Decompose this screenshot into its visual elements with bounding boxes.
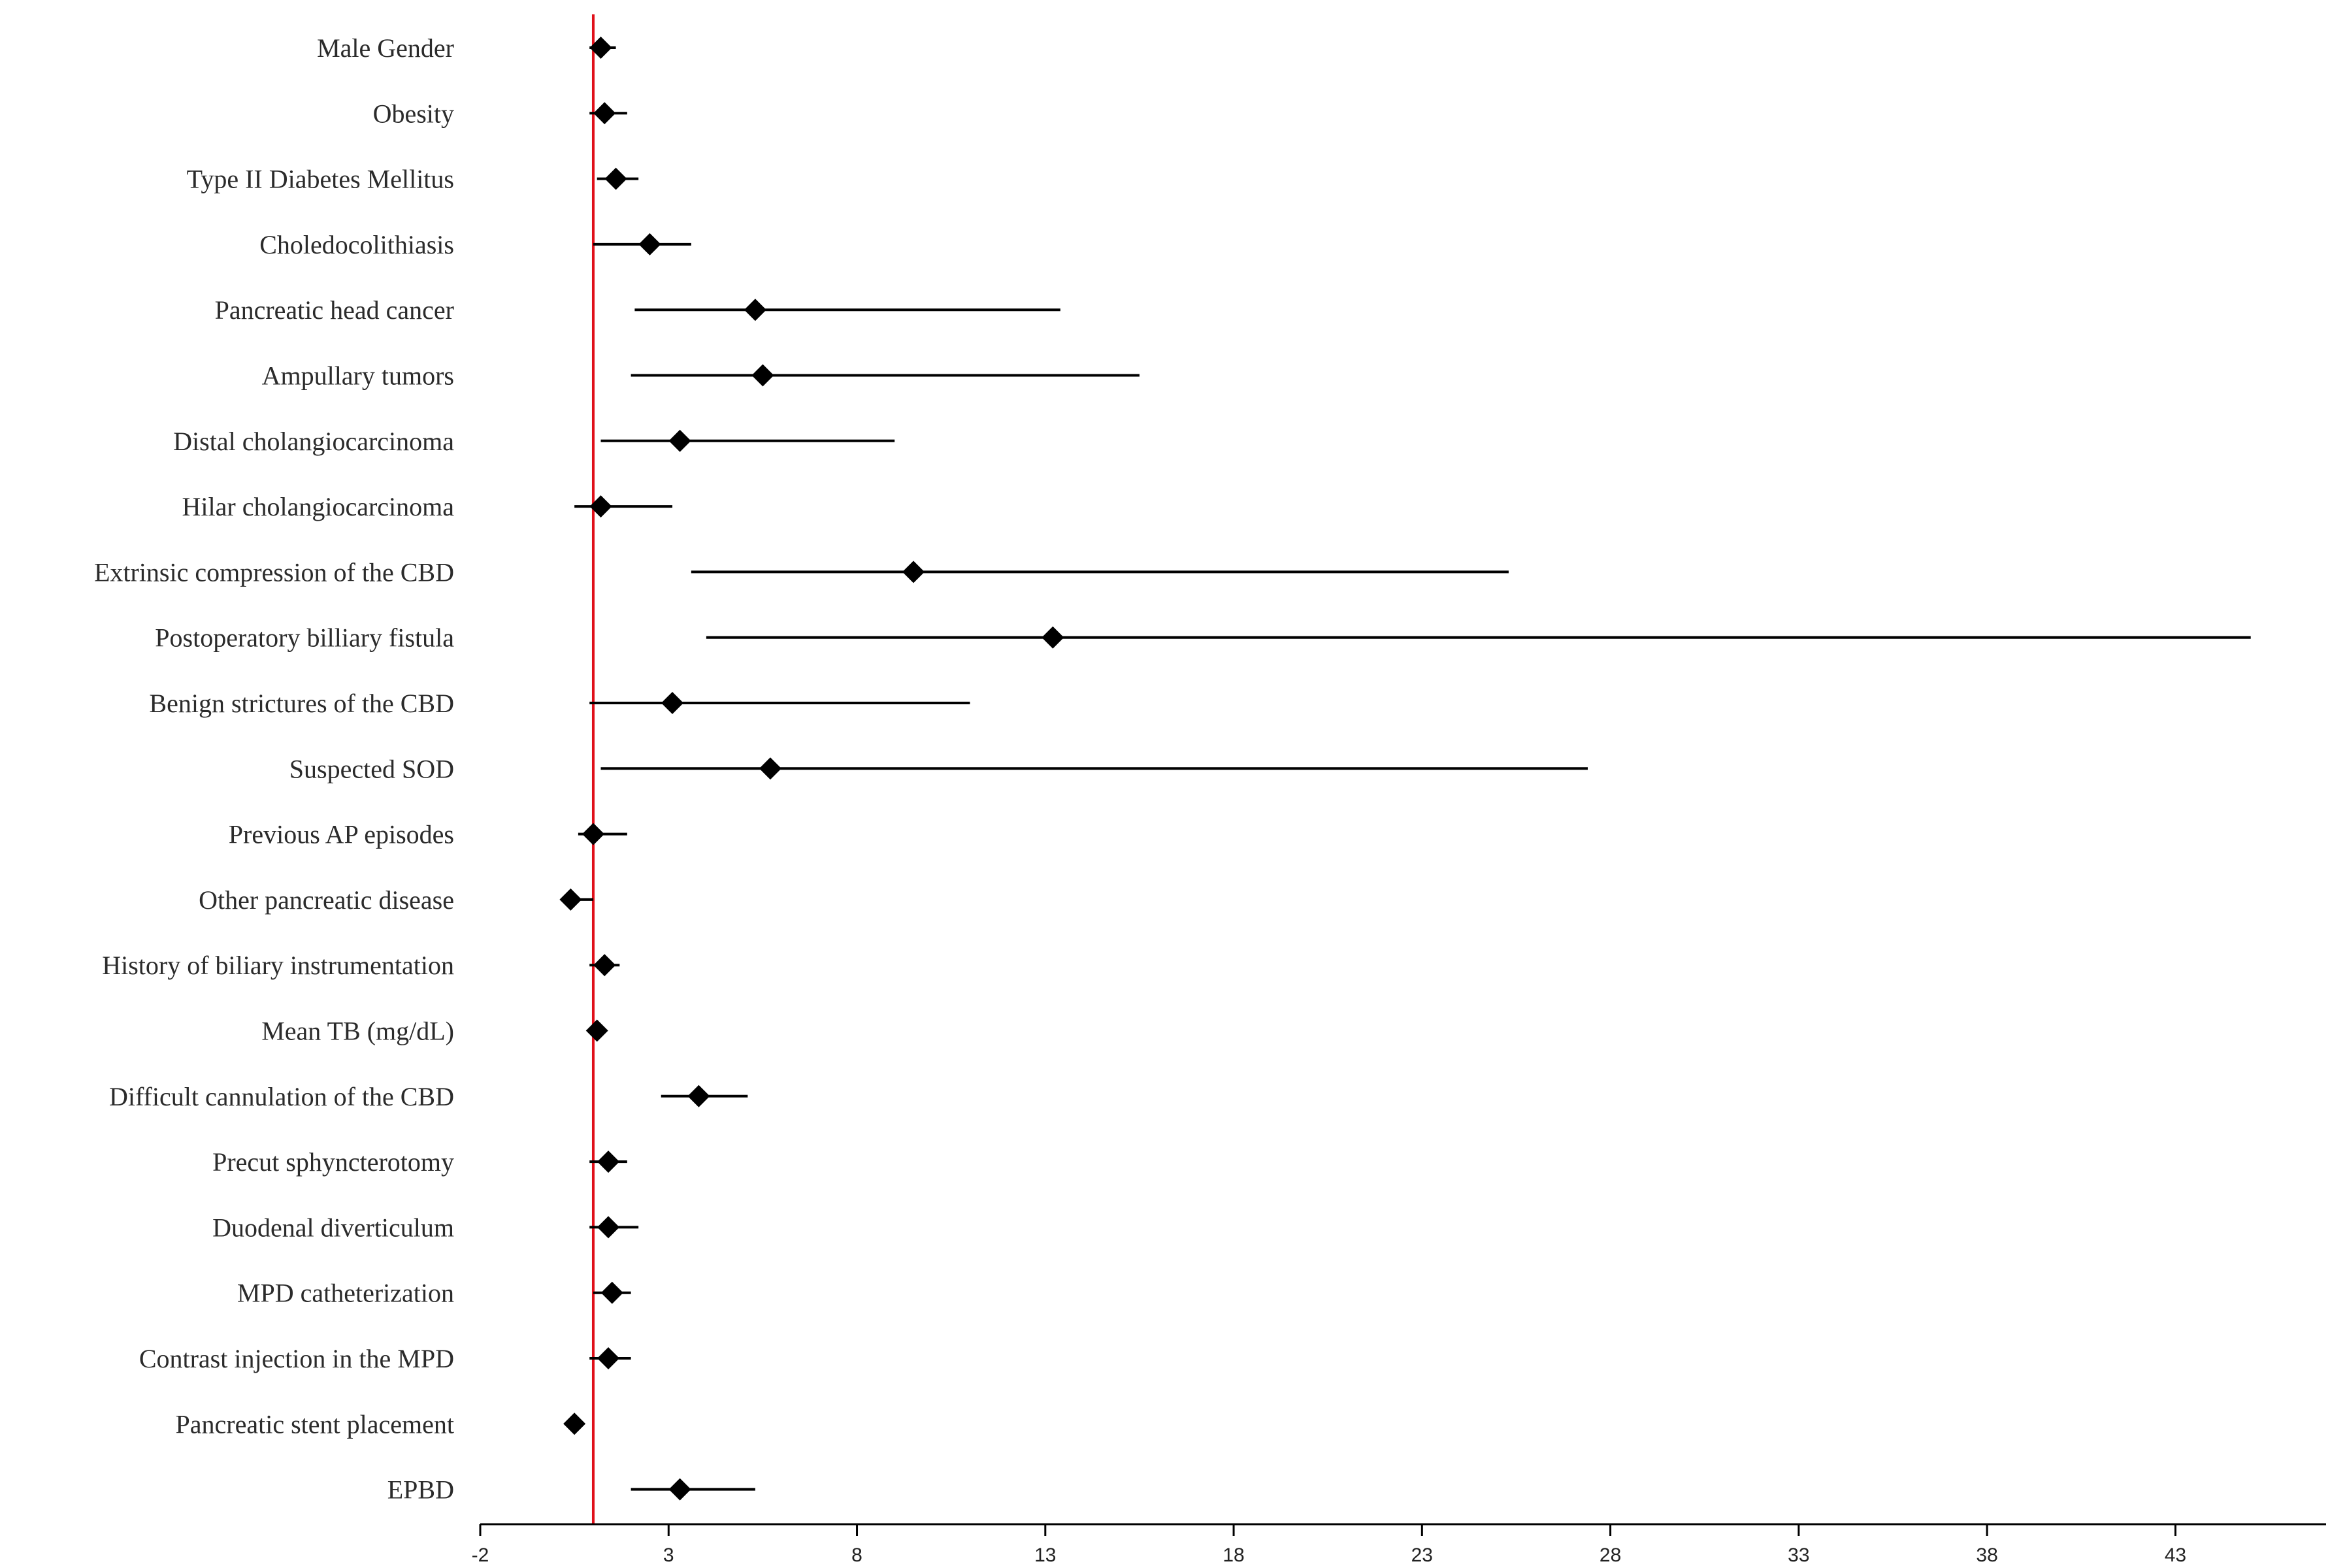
forest-row: Difficult cannulation of the CBD xyxy=(109,1082,748,1111)
row-label: Duodenal diverticulum xyxy=(212,1213,454,1242)
forest-row: Pancreatic stent placement xyxy=(176,1409,586,1439)
forest-row: Mean TB (mg/dL) xyxy=(261,1017,608,1046)
forest-row: Precut sphyncterotomy xyxy=(212,1147,627,1177)
estimate-diamond xyxy=(582,823,604,845)
x-tick-label: 8 xyxy=(851,1544,862,1566)
estimate-diamond xyxy=(559,888,582,911)
x-tick-label: 13 xyxy=(1034,1544,1056,1566)
estimate-diamond xyxy=(589,495,612,518)
row-label: Ampullary tumors xyxy=(262,361,454,391)
x-tick-label: -2 xyxy=(472,1544,489,1566)
x-tick-label: 38 xyxy=(1976,1544,1997,1566)
row-label: Precut sphyncterotomy xyxy=(212,1147,454,1177)
forest-row: Distal cholangiocarcinoma xyxy=(173,427,895,456)
forest-row: Benign strictures of the CBD xyxy=(149,689,970,718)
forest-row: EPBD xyxy=(387,1475,755,1505)
row-label: History of biliary instrumentation xyxy=(102,951,454,980)
forest-row: Male Gender xyxy=(317,33,616,63)
estimate-diamond xyxy=(593,102,616,125)
estimate-diamond xyxy=(668,429,691,452)
row-label: Pancreatic head cancer xyxy=(215,295,454,325)
estimate-diamond xyxy=(585,1019,608,1042)
row-label: Type II Diabetes Mellitus xyxy=(187,165,454,194)
x-tick-label: 33 xyxy=(1788,1544,1809,1566)
estimate-diamond xyxy=(668,1478,691,1501)
row-label: Difficult cannulation of the CBD xyxy=(109,1082,454,1111)
estimate-diamond xyxy=(638,233,661,255)
forest-row: Contrast injection in the MPD xyxy=(139,1344,631,1373)
row-label: MPD catheterization xyxy=(237,1279,454,1308)
x-tick-label: 3 xyxy=(663,1544,674,1566)
row-label: Suspected SOD xyxy=(289,754,454,783)
estimate-diamond xyxy=(563,1413,586,1435)
estimate-diamond xyxy=(744,299,766,321)
forest-rows: Male Gender Obesity Type II Diabetes Melli… xyxy=(94,33,2251,1505)
row-label: Previous AP episodes xyxy=(229,820,454,849)
estimate-diamond xyxy=(902,561,925,583)
x-tick-label: 18 xyxy=(1223,1544,1244,1566)
forest-row: Hilar cholangiocarcinoma xyxy=(182,492,673,521)
row-label: Hilar cholangiocarcinoma xyxy=(182,492,455,521)
row-label: Male Gender xyxy=(317,33,454,63)
estimate-diamond xyxy=(759,757,781,780)
row-label: Other pancreatic disease xyxy=(199,885,454,915)
estimate-diamond xyxy=(597,1216,620,1239)
forest-row: Previous AP episodes xyxy=(229,820,627,849)
estimate-diamond xyxy=(593,954,616,977)
row-label: EPBD xyxy=(387,1475,454,1505)
forest-row: Pancreatic head cancer xyxy=(215,295,1060,325)
row-label: Benign strictures of the CBD xyxy=(149,689,454,718)
x-tick-label: 23 xyxy=(1411,1544,1433,1566)
x-tick-label: 28 xyxy=(1600,1544,1621,1566)
estimate-diamond xyxy=(597,1151,620,1173)
row-label: Mean TB (mg/dL) xyxy=(261,1017,454,1046)
estimate-diamond xyxy=(597,1347,620,1369)
estimate-diamond xyxy=(1042,626,1064,649)
estimate-diamond xyxy=(751,364,774,387)
forest-row: Duodenal diverticulum xyxy=(212,1213,639,1242)
row-label: Postoperatory billiary fistula xyxy=(155,623,454,653)
forest-row: Postoperatory billiary fistula xyxy=(155,623,2251,653)
forest-row: Obesity xyxy=(373,99,627,128)
estimate-diamond xyxy=(687,1085,710,1107)
row-label: Extrinsic compression of the CBD xyxy=(94,557,454,587)
x-axis: -2 3 8 13 18 23 28 33 38 43 xyxy=(472,1523,2326,1566)
row-label: Contrast injection in the MPD xyxy=(139,1344,454,1373)
forest-row: History of biliary instrumentation xyxy=(102,951,620,980)
x-tick-label: 43 xyxy=(2165,1544,2186,1566)
row-label: Pancreatic stent placement xyxy=(176,1409,454,1439)
forest-row: Choledocolithiasis xyxy=(259,230,691,259)
forest-row: Ampullary tumors xyxy=(262,361,1140,391)
row-label: Choledocolithiasis xyxy=(259,230,454,259)
forest-row: Extrinsic compression of the CBD xyxy=(94,557,1509,587)
estimate-diamond xyxy=(600,1281,623,1304)
row-label: Distal cholangiocarcinoma xyxy=(173,427,454,456)
row-label: Obesity xyxy=(373,99,454,128)
estimate-diamond xyxy=(589,37,612,59)
forest-row: Suspected SOD xyxy=(289,754,1588,783)
forest-row: Other pancreatic disease xyxy=(199,885,593,915)
estimate-diamond xyxy=(604,167,627,190)
forest-row: Type II Diabetes Mellitus xyxy=(187,165,639,194)
forest-row: MPD catheterization xyxy=(237,1279,631,1308)
estimate-diamond xyxy=(661,692,684,714)
